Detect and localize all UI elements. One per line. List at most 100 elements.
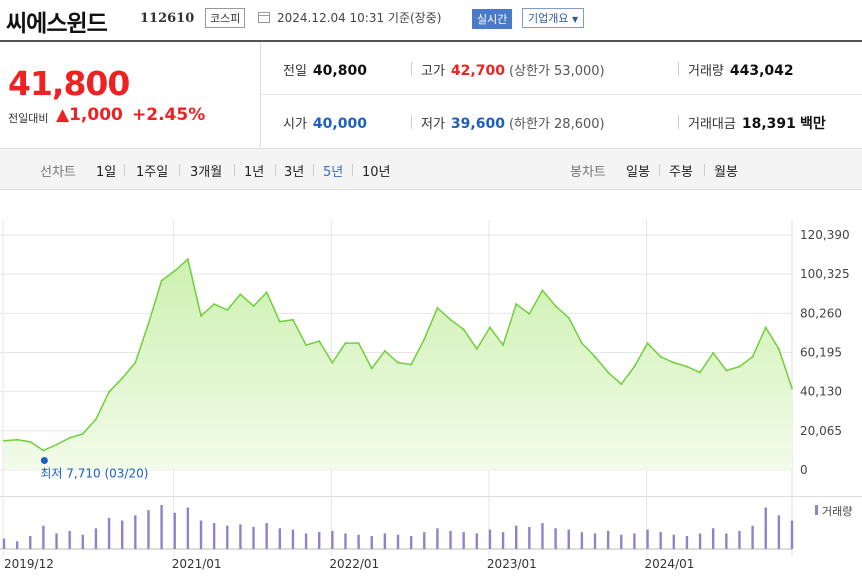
volume-bar: [147, 510, 150, 549]
realtime-badge[interactable]: 실시간: [472, 9, 513, 29]
volume-bar: [646, 529, 649, 549]
price-point: [108, 390, 111, 393]
volume-bar: [160, 505, 163, 549]
stat-amount-value: 18,391: [741, 116, 796, 132]
price-point: [672, 361, 675, 364]
price-point: [449, 318, 452, 321]
volume-bar: [15, 541, 19, 549]
volume-bar: [449, 530, 452, 549]
volume-legend: 거래량: [815, 505, 852, 518]
candle-weekly[interactable]: 주봉: [669, 165, 693, 180]
volume-bar: [541, 523, 544, 549]
chart-period-bar: 선차트 1일 1주일 3개월 1년 3년 5년 10년 봉차트 일봉 주봉 월봉: [0, 148, 862, 190]
price-point: [173, 269, 176, 272]
stat-low-label: 저가: [421, 117, 445, 132]
nav-separator: [179, 164, 180, 176]
price-point: [646, 342, 649, 345]
volume-bar: [606, 530, 610, 549]
price-point: [226, 308, 229, 311]
price-point: [554, 305, 557, 308]
stat-open-value: 40,000: [312, 116, 367, 132]
stat-high-value: 42,700: [450, 63, 505, 79]
candle-monthly[interactable]: 월봉: [714, 165, 738, 180]
x-tick-label: 2021/01: [172, 557, 222, 571]
price-point: [462, 328, 465, 331]
stat-divider: [411, 62, 412, 76]
price-point: [488, 326, 491, 329]
stat-open: 시가 40,000: [283, 113, 367, 132]
candle-daily[interactable]: 일봉: [626, 165, 650, 180]
corp-overview-label: 기업개요: [528, 12, 569, 25]
volume-bar: [81, 534, 84, 549]
price-point: [186, 258, 189, 261]
candle-chart-label: 봉차트: [570, 165, 606, 180]
period-3y[interactable]: 3년: [284, 165, 305, 180]
volume-bar: [55, 533, 58, 549]
period-1y[interactable]: 1년: [244, 165, 265, 180]
nav-separator: [704, 164, 705, 176]
price-point: [436, 306, 439, 309]
price-chart: 120,390100,32580,26060,19540,13020,0650 …: [0, 220, 850, 496]
x-tick-label: 2023/01: [487, 557, 537, 571]
period-1d[interactable]: 1일: [96, 165, 117, 180]
volume-bar: [291, 529, 295, 549]
period-5y[interactable]: 5년: [323, 165, 344, 180]
period-1w[interactable]: 1주일: [136, 165, 169, 180]
y-tick-label: 20,065: [800, 424, 842, 438]
stat-high-label: 고가: [421, 64, 445, 79]
volume-bar: [173, 512, 176, 549]
price-point: [344, 342, 347, 345]
x-axis: 2019/12 2021/01 2022/01 2023/01 2024/01: [4, 557, 694, 571]
volume-bar: [134, 515, 137, 549]
price-point: [633, 365, 636, 368]
price-point: [55, 443, 58, 446]
stock-code: 112610: [140, 11, 195, 26]
x-tick-label: 2022/01: [329, 557, 379, 571]
price-point: [397, 361, 399, 364]
price-stats: 전일 40,800 고가 42,700 (상한가 53,000) 거래량 443,042…: [261, 42, 862, 147]
price-point: [567, 316, 570, 319]
y-axis: 120,390 100,325 80,260 60,195 40,130 20,065 0: [800, 228, 850, 477]
volume-bar: [239, 524, 242, 549]
nav-separator: [659, 164, 660, 176]
current-price: 41,800: [8, 64, 130, 103]
triangle-up-icon: ▲: [56, 105, 70, 125]
price-point: [475, 347, 478, 350]
price-point: [239, 293, 242, 296]
price-area: [4, 259, 792, 470]
volume-bars: [2, 505, 794, 549]
volume-bar: [751, 525, 754, 549]
stat-amount-label: 거래대금: [688, 117, 736, 132]
price-point: [423, 338, 426, 341]
chart-annotations: 최고 108,000 (02/10)최저 7,710 (03/20): [3, 258, 793, 480]
period-3m[interactable]: 3개월: [190, 165, 223, 180]
market-badge: 코스피: [205, 8, 246, 28]
stat-amount: 거래대금 18,391 백만: [688, 113, 826, 133]
volume-bar: [436, 528, 439, 549]
period-10y[interactable]: 10년: [362, 165, 391, 180]
y-tick-label: 60,195: [800, 346, 842, 360]
price-point: [502, 344, 505, 347]
price-point: [357, 342, 360, 345]
volume-legend-label: 거래량: [822, 505, 852, 518]
volume-bar: [554, 528, 557, 549]
stat-prev-label: 전일: [283, 64, 307, 79]
timestamp: 2024.12.04 10:31 기준(장중): [277, 11, 442, 25]
price-point: [3, 439, 5, 442]
volume-bar: [738, 530, 741, 549]
volume-bar: [567, 529, 570, 549]
stats-divider: [261, 94, 862, 95]
volume-bar: [212, 523, 216, 549]
calendar-icon: [258, 12, 270, 23]
volume-bar: [42, 525, 45, 549]
price-point: [712, 351, 715, 354]
corp-overview-button[interactable]: 기업개요 ▼: [522, 8, 585, 28]
price-point: [383, 349, 386, 352]
price-point: [265, 291, 268, 294]
volume-bar: [620, 534, 623, 549]
volume-bar: [515, 525, 518, 549]
volume-legend-swatch: [815, 505, 818, 515]
stat-high: 고가 42,700 (상한가 53,000): [421, 60, 605, 79]
price-point: [68, 436, 71, 439]
volume-bar: [252, 527, 255, 549]
